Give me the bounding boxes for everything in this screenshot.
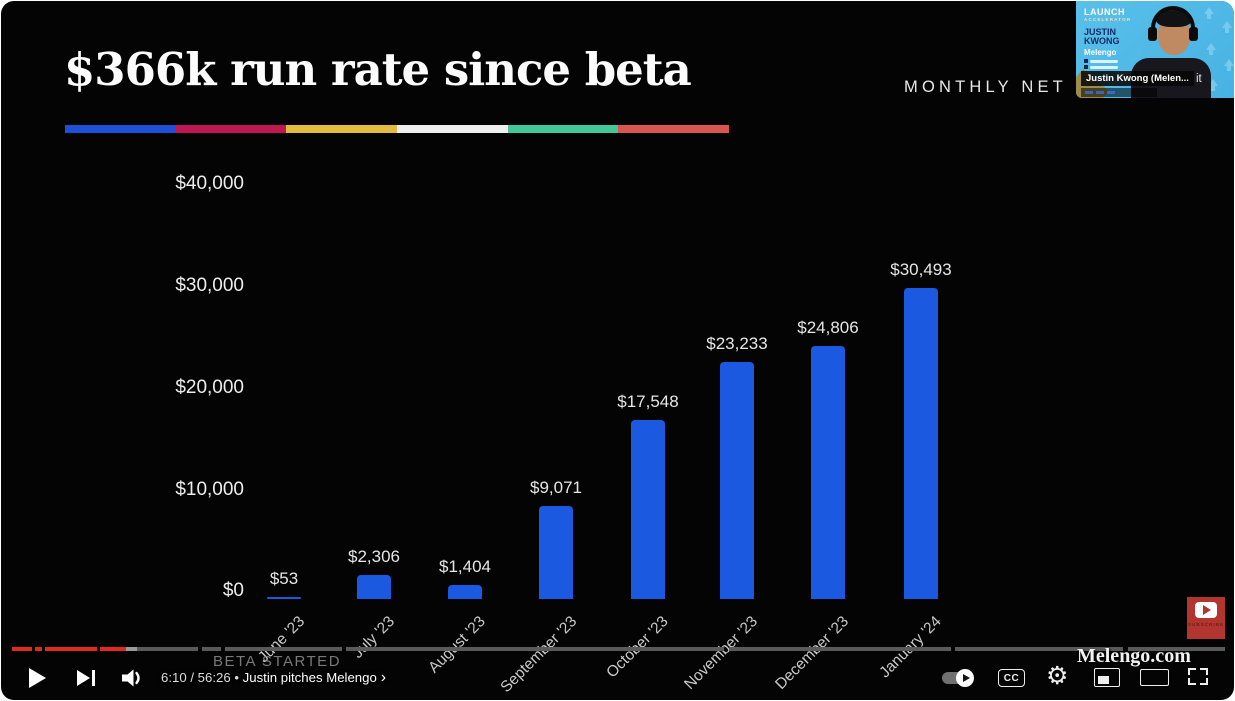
beta-started-annotation: BETA STARTED xyxy=(213,653,342,670)
bar-value-label: $24,806 xyxy=(797,318,859,337)
progress-segment-played[interactable] xyxy=(35,647,42,651)
bar-June '23 xyxy=(267,597,301,599)
progress-segment-played[interactable] xyxy=(100,647,126,651)
bar-August '23 xyxy=(448,585,482,599)
title-divider xyxy=(65,125,730,133)
bar-value-label: $2,306 xyxy=(348,547,400,566)
y-axis-tick: $20,000 xyxy=(175,377,244,398)
divider-segment xyxy=(618,125,730,133)
slide-title: $366k run rate since beta xyxy=(64,43,692,96)
time-chapter-display[interactable]: 6:10 / 56:26 • Justin pitches Melengo › xyxy=(161,669,386,687)
captions-button[interactable]: CC xyxy=(998,669,1025,687)
autoplay-play-icon xyxy=(962,674,970,682)
next-icon xyxy=(77,670,90,686)
speaker-first-name: JUSTIN xyxy=(1084,26,1117,37)
chart-header: MONTHLY NET R xyxy=(904,78,1092,96)
bar-October '23 xyxy=(631,420,665,599)
divider-segment xyxy=(397,125,508,133)
speaker-company: Melengo xyxy=(1084,48,1117,58)
subscribe-watermark[interactable]: SUBSCRIBE xyxy=(1187,597,1225,639)
speaker-last-name: KWONG xyxy=(1084,36,1120,47)
divider-segment xyxy=(65,125,176,133)
caption-cutoff-line xyxy=(1081,88,1157,97)
divider-segment xyxy=(286,125,398,133)
caption-fragment: it xyxy=(1196,73,1202,85)
channel-watermark: Melengo.com xyxy=(1077,645,1191,667)
progress-segment-rest[interactable] xyxy=(955,647,1123,651)
progress-segment-rest[interactable] xyxy=(1128,647,1225,651)
program-subname: ACCELERATOR xyxy=(1084,17,1132,23)
play-button[interactable] xyxy=(29,668,46,688)
bar-January '24 xyxy=(904,288,938,599)
program-name: LAUNCH xyxy=(1084,7,1125,17)
progress-segment-rest[interactable] xyxy=(346,647,724,651)
bar-value-label: $9,071 xyxy=(530,478,582,497)
progress-segment-played[interactable] xyxy=(45,647,97,651)
next-button[interactable] xyxy=(77,670,95,686)
progress-bar[interactable] xyxy=(1,647,1234,651)
speaker-icon xyxy=(122,669,140,687)
headphones-icon xyxy=(1151,6,1195,30)
bar-value-label: $17,548 xyxy=(617,392,679,411)
progress-segment-rest[interactable] xyxy=(202,647,221,651)
web-handle-row xyxy=(1084,65,1131,70)
bar-value-label: $1,404 xyxy=(439,557,491,576)
bar-value-label: $30,493 xyxy=(890,260,952,279)
fullscreen-button[interactable] xyxy=(1188,668,1208,685)
theater-mode-button[interactable] xyxy=(1140,669,1169,686)
time-display: 6:10 / 56:26 xyxy=(161,670,231,685)
y-axis-tick: $10,000 xyxy=(175,479,244,500)
separator-dot: • xyxy=(234,670,239,685)
y-axis-tick: $0 xyxy=(222,580,244,601)
bar-December '23 xyxy=(811,346,845,599)
progress-segment-rest[interactable] xyxy=(729,647,951,651)
progress-segment-rest[interactable] xyxy=(137,647,198,651)
bar-September '23 xyxy=(539,506,573,599)
webcam-overlay: LAUNCH ACCELERATOR JUSTIN KWONG Melengo … xyxy=(1076,1,1234,98)
bar-value-label: $23,233 xyxy=(706,334,768,353)
progress-segment-rest[interactable] xyxy=(225,647,342,651)
chapter-title[interactable]: Justin pitches Melengo xyxy=(242,670,377,685)
youtube-play-icon xyxy=(1195,602,1217,618)
settings-gear-icon[interactable]: ⚙ xyxy=(1046,662,1069,690)
bar-value-label: $53 xyxy=(269,569,299,588)
y-axis-tick: $30,000 xyxy=(175,275,244,296)
divider-segment xyxy=(175,125,287,133)
volume-button[interactable] xyxy=(119,667,145,694)
globe-icon xyxy=(1084,65,1088,70)
chevron-right-icon[interactable]: › xyxy=(380,669,387,686)
y-axis-tick: $40,000 xyxy=(175,173,244,194)
x-handle-row xyxy=(1084,59,1131,64)
play-icon xyxy=(29,668,46,688)
control-bar: 6:10 / 56:26 • Justin pitches Melengo › C… xyxy=(1,657,1234,700)
autoplay-knob xyxy=(956,669,974,687)
speaker-name-caption: Justin Kwong (Melen... xyxy=(1081,71,1194,86)
autoplay-toggle[interactable] xyxy=(942,669,974,687)
progress-segment-buffer[interactable] xyxy=(126,647,137,651)
x-axis-label: July '23 xyxy=(349,613,399,662)
speaker-info-panel: LAUNCH ACCELERATOR JUSTIN KWONG Melengo xyxy=(1084,7,1132,70)
divider-segment xyxy=(507,125,619,133)
bar-July '23 xyxy=(357,575,391,599)
subscribe-label: SUBSCRIBE xyxy=(1187,622,1225,627)
progress-segment-played[interactable] xyxy=(12,647,32,651)
miniplayer-button[interactable] xyxy=(1094,668,1120,687)
x-icon xyxy=(1084,59,1088,64)
bar-November '23 xyxy=(720,362,754,599)
